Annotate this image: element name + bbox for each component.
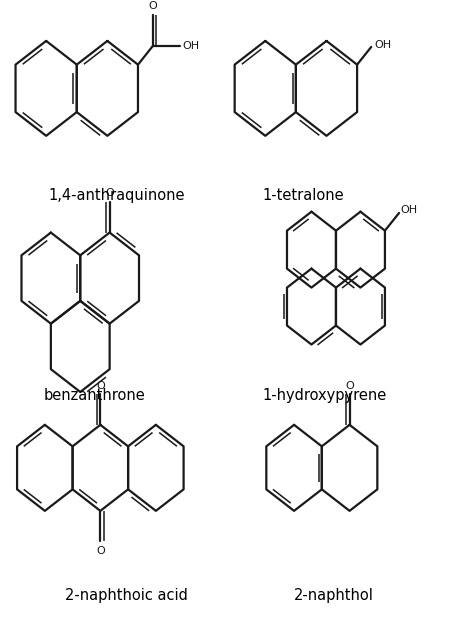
Text: 1-tetralone: 1-tetralone: [263, 188, 345, 204]
Text: 1-hydroxypyrene: 1-hydroxypyrene: [263, 388, 387, 403]
Text: benzanthrone: benzanthrone: [44, 388, 146, 403]
Text: O: O: [96, 381, 105, 390]
Text: O: O: [96, 546, 105, 556]
Text: O: O: [105, 188, 114, 198]
Text: OH: OH: [182, 41, 199, 51]
Text: OH: OH: [374, 40, 392, 50]
Text: 1,4-anthraquinone: 1,4-anthraquinone: [48, 188, 185, 204]
Text: O: O: [345, 381, 354, 390]
Text: 2-naphthoic acid: 2-naphthoic acid: [65, 588, 188, 603]
Text: OH: OH: [401, 205, 418, 215]
Text: O: O: [149, 1, 157, 12]
Text: 2-naphthol: 2-naphthol: [293, 588, 374, 603]
